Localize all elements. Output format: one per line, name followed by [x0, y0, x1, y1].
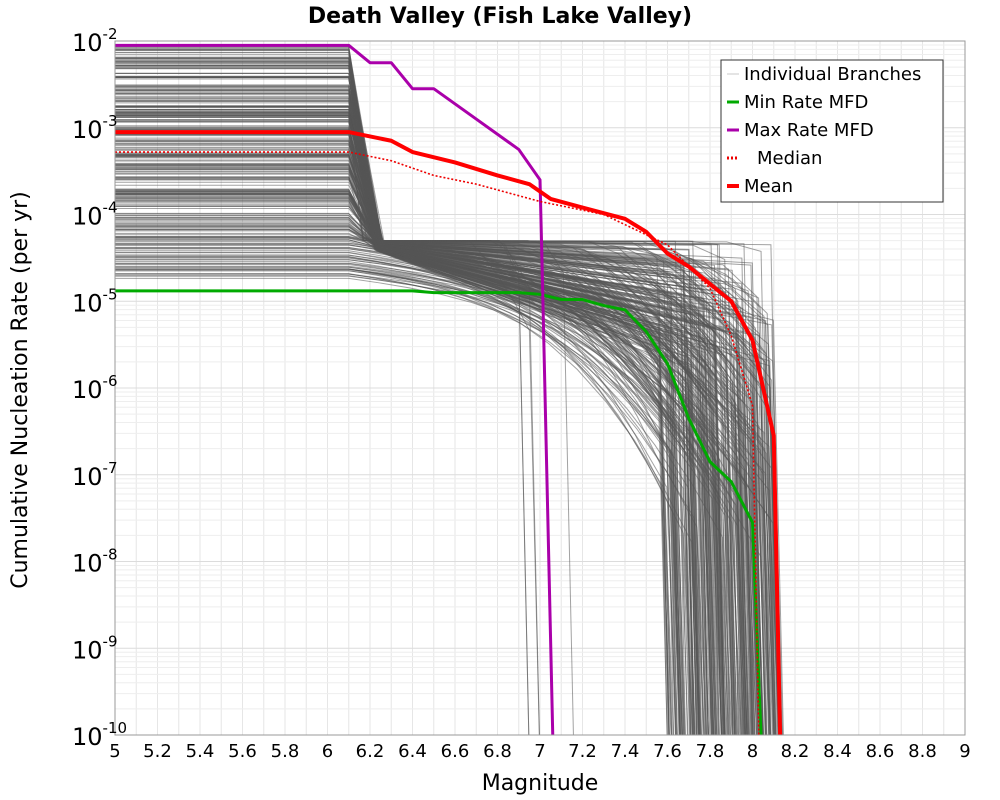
- x-axis-ticks: 5 5.2 5.4 5.6 5.8 6 6.2 6.4 6.6 6.8 7 7.2 7.4 7.6 7.8 8…: [109, 741, 970, 762]
- x-tick-label: 5.2: [143, 741, 172, 762]
- x-tick-label: 5: [109, 741, 120, 762]
- branch-line: [115, 115, 530, 735]
- x-tick-label: 5.4: [186, 741, 215, 762]
- y-axis-label: Cumulative Nucleation Rate (per yr): [8, 191, 33, 589]
- branch-line: [115, 109, 701, 735]
- branch-line: [115, 76, 753, 735]
- legend-label: Mean: [744, 176, 793, 197]
- x-tick-label: 7.6: [653, 741, 682, 762]
- x-tick-label: 6.8: [483, 741, 512, 762]
- y-tick-label: 10-5: [72, 285, 118, 317]
- branch-line: [115, 263, 715, 735]
- x-tick-label: 6.4: [398, 741, 427, 762]
- x-tick-label: 6.6: [441, 741, 470, 762]
- series-layer: [115, 43, 783, 735]
- series-mean: [115, 130, 783, 735]
- branch-line: [115, 147, 677, 735]
- branch-line: [115, 270, 681, 735]
- y-tick-label: 10-7: [72, 459, 118, 491]
- branch-line: [115, 61, 739, 735]
- legend-label: Individual Branches: [744, 64, 921, 85]
- branch-line: [115, 277, 723, 735]
- branch-line: [115, 114, 700, 735]
- plot-frame: [114, 40, 966, 736]
- branch-line: [115, 225, 681, 735]
- x-tick-label: 8: [747, 741, 758, 762]
- branch-line: [115, 99, 668, 735]
- branch-line: [115, 115, 701, 735]
- branch-line: [115, 111, 744, 735]
- y-tick-label: 10-6: [72, 372, 118, 404]
- legend-label: Median: [757, 148, 822, 169]
- branch-line: [115, 125, 669, 735]
- branch-line: [115, 85, 695, 735]
- y-axis-ticks: 10-2 10-3 10-4 10-5 10-6 10-7 10-8 10-9 10-10: [72, 25, 127, 751]
- x-axis-label: Magnitude: [482, 771, 599, 796]
- series-median: [115, 151, 760, 735]
- branch-line: [115, 62, 700, 735]
- legend-label: Min Rate MFD: [744, 92, 868, 113]
- branch-line: [115, 86, 716, 735]
- x-tick-label: 7: [534, 741, 545, 762]
- branch-line: [115, 168, 707, 735]
- x-tick-label: 6.2: [356, 741, 385, 762]
- y-tick-label: 10-2: [72, 25, 118, 57]
- branch-line: [115, 115, 709, 735]
- series-min-rate-mfd: [115, 289, 763, 735]
- series-max-rate-mfd: [115, 43, 555, 735]
- x-tick-label: 6: [322, 741, 333, 762]
- y-tick-label: 10-4: [72, 199, 118, 231]
- branch-line: [115, 200, 685, 735]
- y-tick-label: 10-9: [72, 632, 118, 664]
- x-tick-label: 8.8: [908, 741, 937, 762]
- y-tick-label: 10-10: [72, 719, 127, 751]
- x-tick-label: 8.2: [781, 741, 810, 762]
- x-tick-label: 8.6: [866, 741, 895, 762]
- x-tick-label: 7.4: [611, 741, 640, 762]
- x-tick-label: 5.8: [271, 741, 300, 762]
- x-tick-label: 9: [959, 741, 970, 762]
- legend: Individual Branches Min Rate MFD Max Rate …: [720, 59, 944, 203]
- chart-title: Death Valley (Fish Lake Valley): [308, 4, 692, 29]
- x-tick-label: 7.8: [696, 741, 725, 762]
- legend-label: Max Rate MFD: [744, 120, 874, 141]
- branch-line: [115, 106, 670, 735]
- branch-line: [115, 223, 676, 735]
- branch-line: [115, 115, 720, 735]
- legend-box: [720, 59, 944, 203]
- x-tick-label: 7.2: [568, 741, 597, 762]
- branch-line: [115, 109, 746, 735]
- branch-line: [115, 120, 530, 735]
- y-tick-label: 10-8: [72, 546, 118, 578]
- x-tick-label: 5.6: [228, 741, 257, 762]
- branch-line: [115, 268, 781, 735]
- y-tick-label: 10-3: [72, 112, 118, 144]
- x-tick-label: 8.4: [823, 741, 852, 762]
